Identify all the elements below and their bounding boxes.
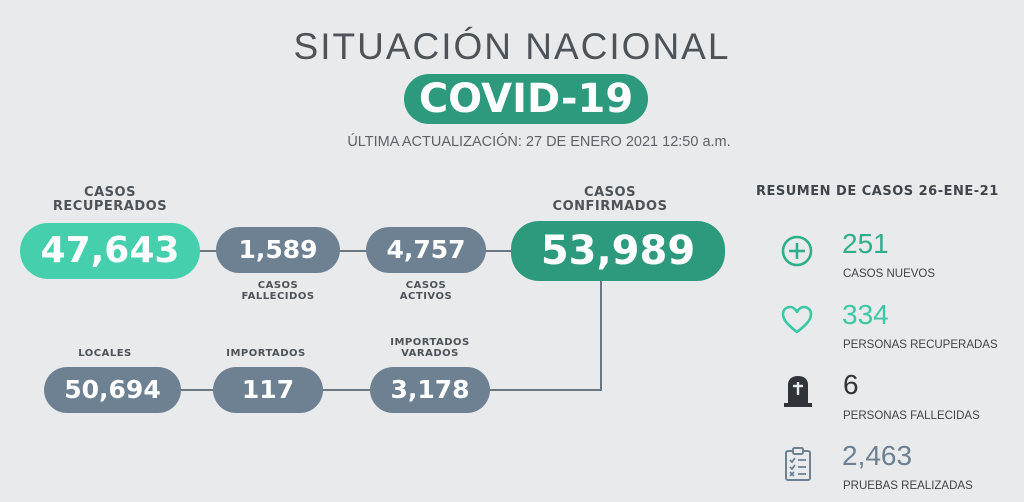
importados-value: 117: [213, 367, 323, 413]
fallecidas-value: 6: [843, 369, 859, 400]
tombstone-icon: [781, 373, 815, 409]
confirmados-value: 53,989: [511, 221, 725, 281]
pruebas-value: 2,463: [842, 440, 913, 471]
locales-value: 50,694: [44, 367, 181, 413]
last-updated: ÚLTIMA ACTUALIZACIÓN: 27 DE ENERO 2021 1…: [347, 134, 731, 150]
summary-title: RESUMEN DE CASOS 26-ENE-21: [756, 184, 999, 199]
confirmados-label: CASOS CONFIRMADOS: [552, 185, 668, 214]
clipboard-checklist-icon: [783, 446, 813, 482]
recuperadas-value: 334: [842, 299, 889, 330]
varados-label: IMPORTADOS VARADOS: [390, 337, 470, 359]
recuperados-value: 47,643: [20, 223, 200, 279]
nuevos-caption: CASOS NUEVOS: [843, 268, 936, 280]
connector-line: [488, 389, 601, 391]
heart-icon: [780, 304, 814, 336]
page-title: SITUACIÓN NACIONAL: [293, 26, 731, 67]
importados-label: IMPORTADOS: [226, 348, 306, 359]
recuperados-label: CASOS RECUPERADOS: [52, 185, 168, 214]
fallecidas-caption: PERSONAS FALLECIDAS: [843, 410, 980, 422]
nuevos-value: 251: [842, 228, 889, 259]
fallecidos-label: CASOS FALLECIDOS: [241, 280, 315, 302]
covid-badge: COVID-19: [404, 74, 648, 124]
plus-circle-icon: [780, 234, 814, 268]
connector-line: [195, 250, 515, 252]
varados-value: 3,178: [370, 367, 490, 413]
activos-label: CASOS ACTIVOS: [399, 280, 453, 302]
pruebas-caption: PRUEBAS REALIZADAS: [843, 480, 973, 492]
connector-line: [600, 281, 602, 391]
recuperadas-caption: PERSONAS RECUPERADAS: [843, 339, 998, 351]
fallecidos-value: 1,589: [216, 227, 340, 273]
activos-value: 4,757: [366, 227, 486, 273]
locales-label: LOCALES: [78, 348, 132, 359]
